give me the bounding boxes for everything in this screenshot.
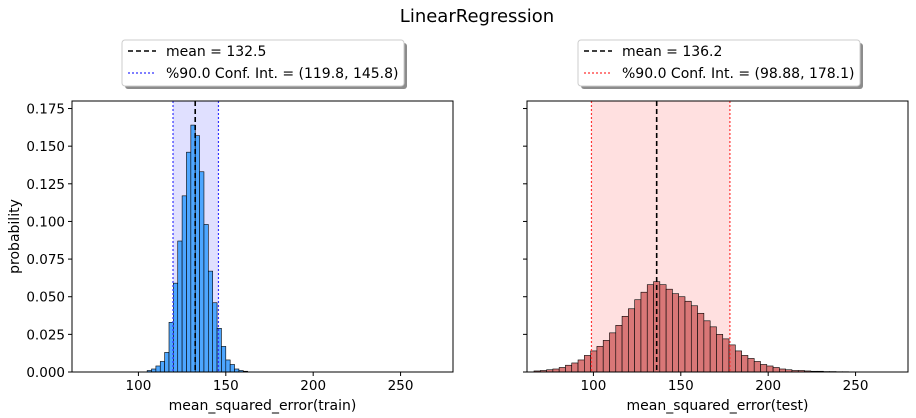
x-tick-label: 200 <box>300 378 326 394</box>
histogram-bar <box>615 325 623 373</box>
histogram-bar <box>684 300 692 373</box>
histogram-bar <box>164 352 170 373</box>
histogram-bar <box>753 361 761 373</box>
y-tick-label: 0.150 <box>26 139 65 155</box>
x-axis-label: mean_squared_error(test) <box>627 398 809 414</box>
histogram-bar <box>709 326 717 373</box>
histogram-bar <box>571 362 579 373</box>
y-tick-label: 0.075 <box>26 252 65 268</box>
histogram-bar <box>565 364 573 373</box>
histogram-bar <box>225 359 231 373</box>
y-tick-label: 0.100 <box>26 214 65 230</box>
axes-frame <box>526 100 909 373</box>
x-tick-label: 250 <box>843 378 869 394</box>
histogram-bar <box>199 171 205 373</box>
y-tick-label: 0.175 <box>26 102 65 118</box>
histogram-bar <box>716 334 724 373</box>
legend-label: mean = 132.5 <box>166 44 266 60</box>
histogram-bar <box>646 284 654 373</box>
x-tick-label: 150 <box>213 378 239 394</box>
histogram-bar <box>640 291 648 373</box>
histogram-bar <box>186 151 192 373</box>
x-axis-label: mean_squared_error(train) <box>169 398 357 414</box>
histogram-bar <box>584 355 591 373</box>
histogram-bar <box>221 346 227 373</box>
histogram-bar <box>628 308 635 373</box>
histogram-bar <box>697 312 705 373</box>
histogram-bar <box>212 302 218 373</box>
panel-train: 100 150 200 250 0.000 0.025 0.050 0.075 0.100 0.1… <box>7 39 454 414</box>
figure-title: LinearRegression <box>400 6 554 27</box>
histogram-bar <box>741 355 749 373</box>
histogram-bar <box>690 305 698 373</box>
histogram-bar <box>596 346 604 373</box>
legend-box <box>121 39 405 87</box>
axes-frame <box>71 100 454 373</box>
histogram-bar <box>659 284 667 373</box>
y-axis-label: probability <box>7 199 23 274</box>
histogram-bar <box>703 320 711 373</box>
histogram-bar <box>766 365 774 373</box>
x-tick-label: 150 <box>668 378 694 394</box>
histogram-bar <box>609 332 617 373</box>
legend-label: %90.0 Conf. Int. = (98.88, 178.1) <box>622 66 855 82</box>
legend: mean = 136.2 %90.0 Conf. Int. = (98.88, 1… <box>577 39 863 89</box>
histogram-bar <box>747 358 755 373</box>
histogram-bar <box>577 359 585 373</box>
y-tick-label: 0.050 <box>26 290 65 306</box>
y-tick-label: 0.125 <box>26 177 65 193</box>
histogram-bar <box>678 296 686 373</box>
x-tick-label: 100 <box>126 378 152 394</box>
histogram-bar <box>177 240 183 373</box>
histogram-bar <box>602 340 610 373</box>
y-tick-label: 0.025 <box>26 327 65 343</box>
x-tick-label: 100 <box>581 378 607 394</box>
histogram-bar <box>229 364 235 373</box>
histogram-bar <box>155 365 161 373</box>
histogram-bar <box>722 338 730 373</box>
histogram-bar <box>735 350 742 373</box>
legend-box <box>577 39 861 87</box>
histogram-bar <box>216 328 222 373</box>
histogram-bar <box>181 195 187 373</box>
histogram-bar <box>772 367 780 373</box>
x-tick-label: 250 <box>388 378 414 394</box>
histogram-bar <box>159 361 165 373</box>
y-tick-label: 0.000 <box>26 365 65 381</box>
histogram-bar <box>173 282 179 373</box>
histogram-bar <box>621 315 629 373</box>
histogram-bar <box>672 293 680 373</box>
histogram-bar <box>760 364 768 373</box>
histogram-bar <box>208 270 213 373</box>
legend-label: mean = 136.2 <box>622 44 722 60</box>
legend-label: %90.0 Conf. Int. = (119.8, 145.8) <box>166 66 399 82</box>
legend: mean = 132.5 %90.0 Conf. Int. = (119.8, 1… <box>121 39 407 89</box>
histogram-bar <box>558 367 566 373</box>
panel-test: 100 150 200 250 mean_squared_error(test) mean… <box>523 39 909 414</box>
histogram-bar <box>665 288 673 373</box>
histogram-bar <box>634 299 642 373</box>
x-tick-label: 200 <box>755 378 781 394</box>
histogram-bar <box>203 224 209 373</box>
